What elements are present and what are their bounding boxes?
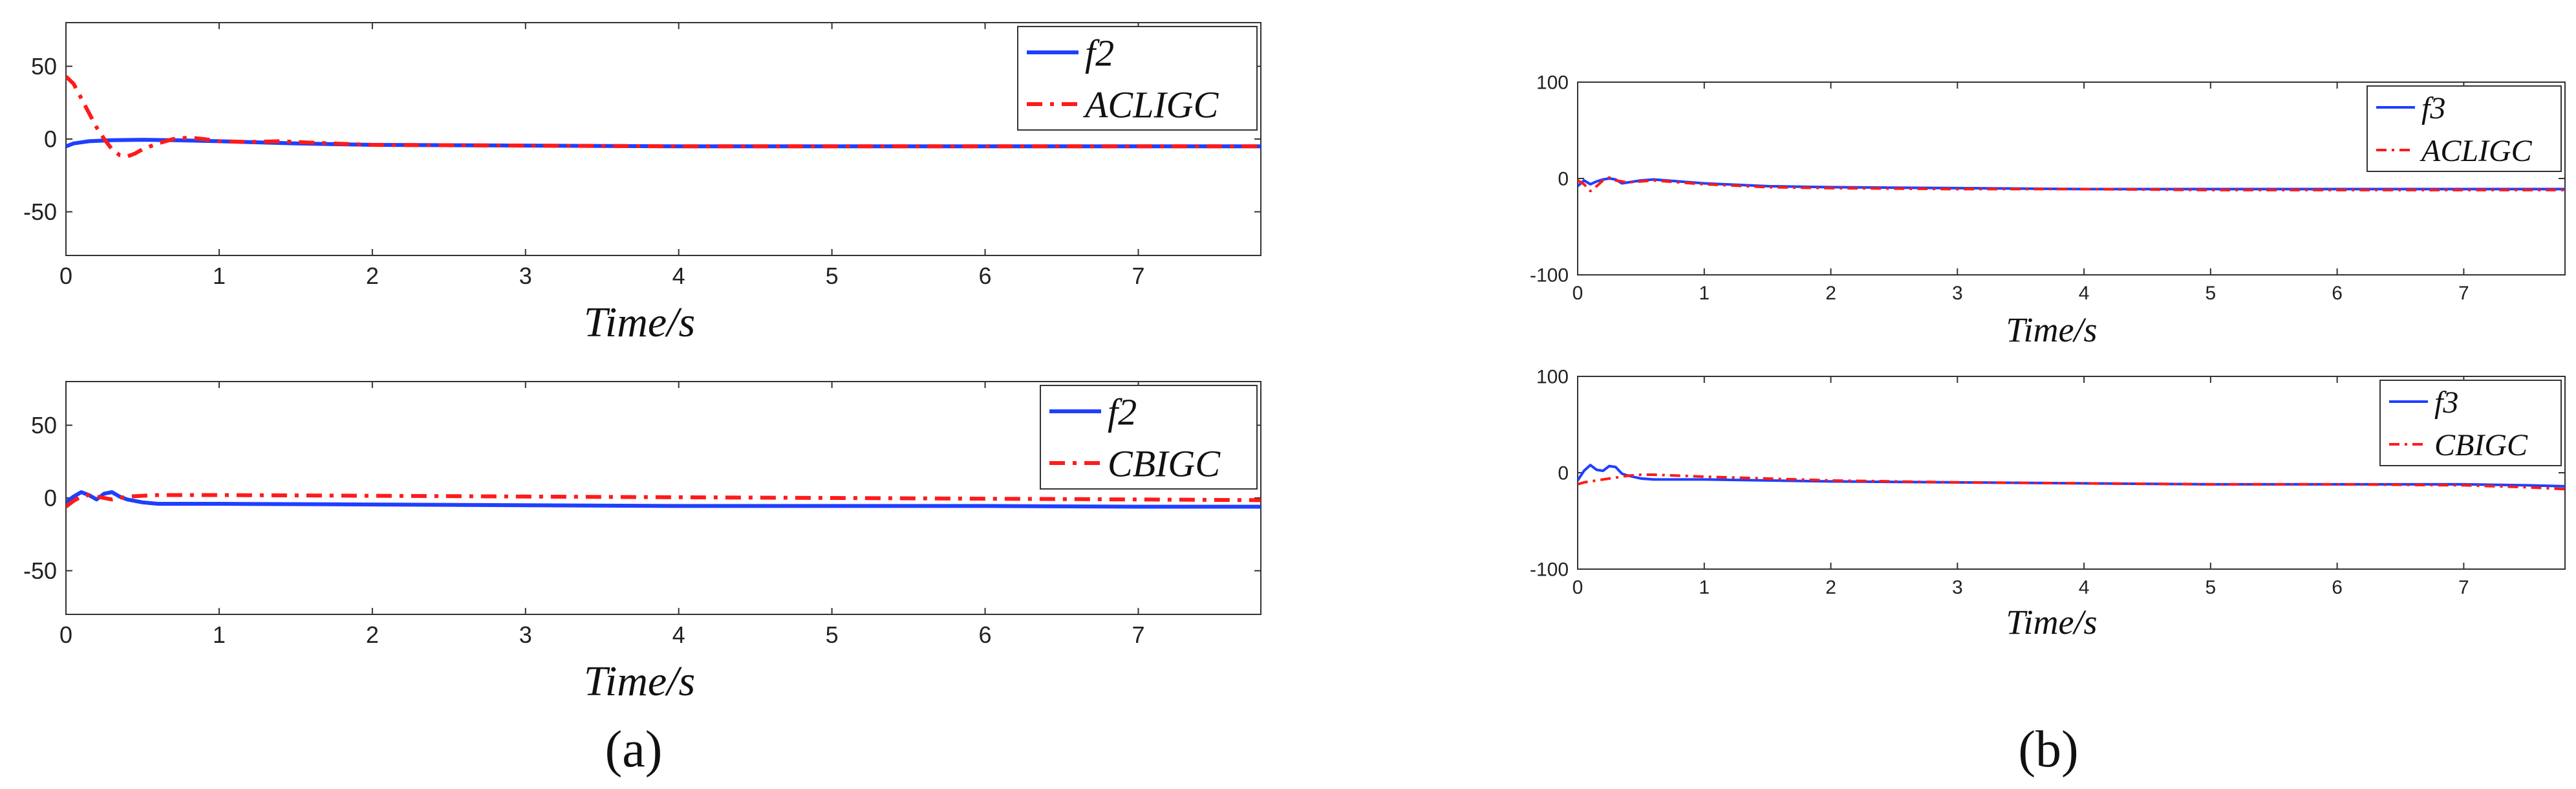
b-bottom-ytick-label: 100 [1536,367,1569,388]
b-top-ytick-label: -100 [1530,265,1569,286]
b-top-xtick-label: 3 [1952,283,1963,304]
b-top-series-acligc [1578,176,2565,193]
b-bottom-xtick-label: 6 [2332,577,2343,598]
panel-label-b: (b) [2018,721,2078,778]
b-top-xtick-label: 5 [2206,283,2216,304]
b-top-ytick-label: 100 [1536,72,1569,94]
b-bottom-xtick-label: 4 [2079,577,2090,598]
a-bottom-xtick-label: 4 [672,621,685,648]
a-bottom-ytick-label: 0 [44,485,57,512]
a-top-xaxis-label: Time/s [584,299,695,346]
a-top-xtick-label: 4 [672,263,685,289]
b-bottom-xtick-label: 0 [1572,577,1583,598]
a-bottom-ytick-label: -50 [23,557,57,584]
a-top-xtick-label: 1 [213,263,226,289]
a-bottom-series-cbigc [66,493,1261,508]
a-top-series-acligc [66,75,1261,158]
b-top-xtick-label: 2 [1825,283,1836,304]
a-top-xtick-label: 7 [1132,263,1144,289]
a-bottom-xaxis-label: Time/s [584,658,695,705]
a-bottom-legend-label-cbigc: CBIGC [1108,442,1221,484]
b-bottom-xtick-label: 2 [1825,577,1836,598]
a-bottom-legend-box [1040,385,1258,490]
b-top-xtick-label: 7 [2458,283,2469,304]
a-top-xtick-label: 0 [59,263,72,289]
a-top-ytick-label: -50 [23,199,57,225]
b-bottom-legend-label-f3: f3 [2434,385,2458,420]
a-top-legend-label-f2: f2 [1085,32,1114,74]
b-bottom-legend-label-cbigc: CBIGC [2434,428,2528,462]
b-top-legend-box [2367,85,2562,172]
a-bottom-xtick-label: 5 [826,621,839,648]
b-top-legend-label-acligc: ACLIGC [2420,134,2533,168]
b-bottom-ytick-label: 0 [1558,463,1569,484]
a-bottom-series-f2 [66,490,1261,509]
a-top-ytick-label: 50 [31,53,57,80]
b-top-xtick-label: 1 [1699,283,1710,304]
b-top-xtick-label: 6 [2332,283,2343,304]
b-top-xtick-label: 4 [2079,283,2090,304]
b-bottom-xtick-label: 7 [2458,577,2469,598]
a-top-xtick-label: 2 [366,263,379,289]
b-top-ytick-label: 0 [1558,169,1569,190]
a-bottom-xtick-label: 1 [213,621,226,648]
a-top-xtick-label: 3 [519,263,532,289]
b-top-xtick-label: 0 [1572,283,1583,304]
b-bottom-legend-box [2379,380,2562,466]
a-bottom-xtick-label: 7 [1132,621,1144,648]
a-top-ytick-label: 0 [44,126,57,153]
b-top-legend-label-f3: f3 [2421,91,2445,125]
b-bottom-xtick-label: 5 [2206,577,2216,598]
b-bottom-ytick-label: -100 [1530,559,1569,581]
a-bottom-xtick-label: 2 [366,621,379,648]
b-top-xaxis-label: Time/s [2006,310,2097,349]
b-bottom-series-f3 [1578,464,2565,488]
b-bottom-xtick-label: 3 [1952,577,1963,598]
a-bottom-ytick-label: 50 [31,412,57,438]
a-bottom-xtick-label: 3 [519,621,532,648]
a-top-xtick-label: 6 [979,263,992,289]
b-bottom-xtick-label: 1 [1699,577,1710,598]
panel-label-a: (a) [605,721,663,778]
a-bottom-xtick-label: 0 [59,621,72,648]
a-top-xtick-label: 5 [826,263,839,289]
a-top-legend-box [1017,26,1258,131]
a-bottom-xtick-label: 6 [979,621,992,648]
a-top-legend-label-acligc: ACLIGC [1082,83,1219,125]
a-bottom-legend-label-f2: f2 [1108,391,1137,433]
b-bottom-xaxis-label: Time/s [2006,603,2097,642]
